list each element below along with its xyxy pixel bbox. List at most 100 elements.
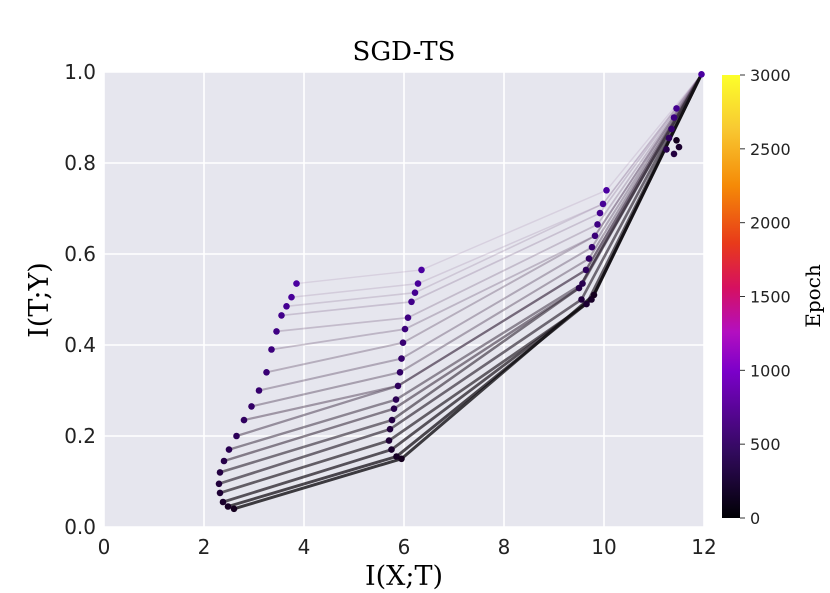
colorbar-label: Epoch: [801, 264, 825, 328]
data-point: [394, 382, 402, 390]
colorbar: [722, 75, 740, 518]
data-point: [219, 498, 227, 506]
data-point: [603, 187, 610, 194]
data-point: [240, 416, 248, 424]
data-point: [390, 405, 398, 413]
data-point: [588, 243, 596, 251]
x-tick-label: 12: [691, 535, 716, 559]
data-point: [670, 114, 678, 121]
data-point: [278, 312, 285, 319]
trajectory-line: [276, 73, 703, 333]
x-tick-label: 10: [591, 535, 616, 559]
trajectory-lines: [218, 73, 703, 511]
data-point: [575, 284, 583, 292]
data-point: [283, 303, 290, 310]
data-point: [385, 437, 393, 444]
data-point: [594, 221, 601, 228]
trajectory-line: [291, 73, 703, 298]
data-point: [411, 289, 419, 297]
data-point: [663, 146, 670, 153]
x-tick-label: 4: [298, 535, 311, 559]
data-point: [591, 232, 599, 240]
data-point: [268, 346, 275, 353]
data-point: [396, 369, 404, 376]
x-tick-label: 0: [98, 535, 111, 559]
data-point: [665, 134, 673, 142]
data-point: [590, 291, 598, 299]
trajectory-line: [271, 73, 703, 351]
data-point: [404, 314, 412, 322]
data-point: [582, 266, 590, 274]
data-point: [668, 125, 675, 133]
y-tick-label: 0.4: [64, 333, 96, 357]
data-point: [273, 328, 280, 335]
trajectory-line: [266, 73, 703, 374]
y-tick-label: 0.6: [64, 242, 96, 266]
data-point: [225, 446, 233, 453]
data-point: [399, 339, 407, 347]
data-point: [386, 425, 394, 433]
colorbar-tick-label: 500: [750, 435, 781, 454]
data-point: [216, 489, 224, 497]
data-point: [293, 280, 300, 287]
data-point: [233, 432, 240, 440]
trajectory-line: [236, 73, 703, 438]
data-point: [388, 446, 395, 453]
trajectory-line: [233, 73, 703, 511]
data-point: [414, 280, 422, 287]
y-tick-label: 0.0: [64, 515, 96, 539]
y-axis-label: I(T;Y): [24, 262, 55, 338]
data-points: [215, 71, 705, 513]
data-point: [398, 455, 405, 463]
data-point: [230, 505, 238, 513]
trajectory-line: [218, 73, 703, 486]
data-point: [288, 293, 295, 301]
data-point: [398, 355, 405, 362]
x-tick-labels: 0 2 4 6 8 10 12: [98, 535, 717, 559]
data-point: [670, 150, 678, 158]
trajectory-line: [296, 73, 703, 285]
data-point: [583, 300, 590, 308]
data-point: [418, 266, 425, 274]
data-point: [698, 71, 705, 78]
data-point: [675, 143, 683, 151]
data-point: [585, 255, 593, 262]
data-point: [401, 325, 409, 333]
chart-title: SGD-TS: [353, 37, 456, 67]
trajectory-line: [258, 73, 703, 392]
colorbar-tick-label: 1000: [750, 361, 791, 380]
data-point: [579, 280, 586, 287]
x-tick-label: 6: [398, 535, 411, 559]
colorbar-tick-labels: 0 500 1000 1500 2000 2500 3000: [740, 66, 791, 528]
data-point: [216, 469, 224, 476]
data-point: [224, 503, 232, 510]
data-point: [408, 298, 415, 306]
data-point: [215, 480, 223, 488]
trajectory-line: [286, 73, 703, 308]
colorbar-tick-label: 2500: [750, 140, 791, 159]
data-point: [673, 105, 680, 112]
data-point: [220, 457, 228, 465]
x-axis-label: I(X;T): [365, 561, 443, 592]
data-point: [596, 209, 604, 217]
trajectory-line: [251, 73, 703, 408]
data-point: [388, 416, 396, 424]
y-tick-label: 1.0: [64, 60, 96, 84]
colorbar-tick-label: 1500: [750, 288, 791, 307]
data-point: [599, 200, 607, 208]
x-tick-label: 2: [198, 535, 211, 559]
trajectory-line: [281, 73, 703, 317]
data-point: [578, 296, 585, 303]
data-point: [255, 387, 263, 394]
colorbar-tick-label: 3000: [750, 66, 791, 85]
data-point: [393, 453, 400, 460]
y-tick-label: 0.8: [64, 151, 96, 175]
colorbar-tick-label: 2000: [750, 214, 791, 233]
data-point: [248, 403, 255, 410]
colorbar-tick-label: 0: [750, 509, 760, 528]
x-tick-label: 8: [498, 535, 511, 559]
data-point: [392, 396, 400, 403]
trajectory-line: [219, 73, 703, 474]
data-point: [263, 369, 270, 376]
